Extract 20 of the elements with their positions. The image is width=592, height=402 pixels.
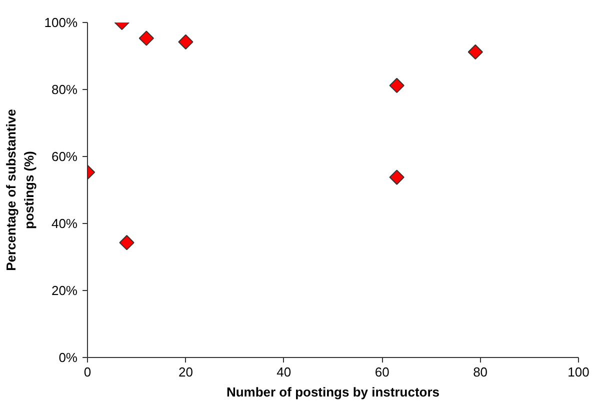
y-axis-title: Percentage of substantive postings (%) <box>3 109 36 271</box>
y-tick-label: 60% <box>51 149 78 164</box>
x-tick-label: 80 <box>473 364 488 380</box>
point <box>389 170 404 185</box>
y-tick-label: 40% <box>51 216 78 231</box>
x-tick-label: 0 <box>84 364 92 380</box>
y-tick-label: 20% <box>51 283 78 298</box>
x-tick-label: 100 <box>568 364 590 380</box>
point <box>468 44 483 60</box>
y-tick-label: 80% <box>51 82 78 97</box>
point <box>178 34 194 50</box>
point <box>138 30 154 46</box>
x-axis-title: Number of postings by instructors <box>226 384 440 400</box>
x-tick-label: 60 <box>374 364 390 380</box>
y-tick-label: 100% <box>44 15 78 30</box>
x-tick-label: 20 <box>178 364 193 380</box>
y-tick-label: 0% <box>58 350 78 365</box>
point <box>119 235 134 250</box>
x-tick-label: 40 <box>276 364 292 380</box>
point <box>389 78 404 94</box>
